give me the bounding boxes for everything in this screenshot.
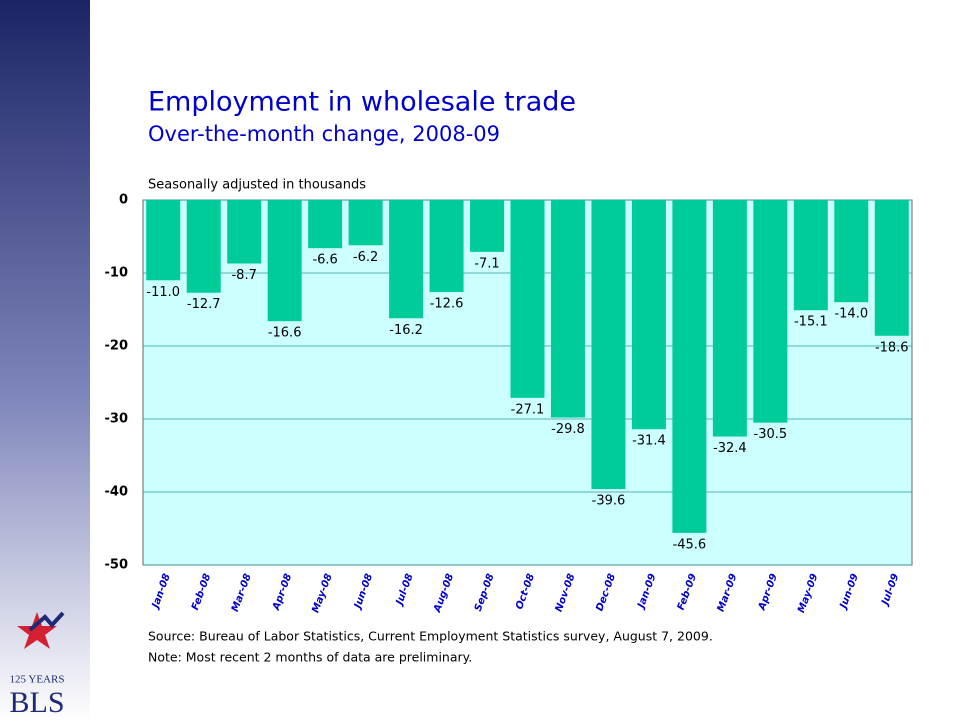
- value-label: -11.0: [146, 285, 180, 300]
- logo-years: 125 YEARS: [10, 674, 65, 686]
- bar: [227, 200, 262, 264]
- y-tick-label: -40: [105, 485, 129, 500]
- value-label: -45.6: [673, 537, 707, 552]
- bar: [389, 200, 424, 319]
- bar: [550, 200, 585, 418]
- value-label: -15.1: [794, 315, 828, 330]
- logo-name: BLS: [9, 686, 64, 719]
- y-tick-label: -20: [105, 339, 129, 354]
- chart-title: Employment in wholesale trade: [148, 87, 576, 118]
- value-label: -16.6: [268, 326, 302, 341]
- value-label: -30.5: [754, 427, 788, 442]
- bar: [146, 200, 181, 281]
- bar: [186, 200, 221, 293]
- y-tick-label: 0: [119, 193, 128, 208]
- logo: 125 YEARS BLS: [9, 611, 65, 719]
- value-label: -6.6: [312, 253, 337, 268]
- bar: [672, 200, 707, 533]
- value-label: -14.0: [834, 307, 868, 322]
- value-label: -29.8: [551, 422, 585, 437]
- note: Note: Most recent 2 months of data are p…: [148, 650, 472, 665]
- bar: [793, 200, 828, 311]
- value-label: -7.1: [474, 256, 499, 271]
- y-tick-label: -50: [105, 558, 129, 573]
- bar: [753, 200, 788, 423]
- bar: [470, 200, 505, 252]
- bar: [712, 200, 747, 437]
- bar: [348, 200, 383, 246]
- bar: [631, 200, 666, 430]
- value-label: -27.1: [511, 402, 545, 417]
- bar: [510, 200, 545, 398]
- value-label: -12.6: [430, 296, 464, 311]
- value-label: -8.7: [231, 268, 256, 283]
- bar: [429, 200, 464, 292]
- value-label: -32.4: [713, 441, 747, 456]
- bar: [591, 200, 626, 490]
- source: Source: Bureau of Labor Statistics, Curr…: [148, 629, 713, 644]
- value-label: -12.7: [187, 297, 221, 312]
- side-band: [0, 0, 90, 723]
- y-tick-label: -30: [105, 412, 129, 427]
- value-label: -6.2: [353, 250, 378, 265]
- value-label: -18.6: [875, 340, 909, 355]
- logo-arrow: [28, 611, 65, 632]
- value-label: -16.2: [389, 323, 423, 338]
- bar: [874, 200, 909, 336]
- y-axis-label: Seasonally adjusted in thousands: [148, 178, 366, 193]
- bar: [834, 200, 869, 303]
- value-label: -31.4: [632, 434, 666, 449]
- y-tick-label: -10: [105, 266, 129, 281]
- chart-subtitle: Over-the-month change, 2008-09: [148, 122, 500, 146]
- logo-star: [17, 612, 57, 649]
- value-label: -39.6: [592, 494, 626, 509]
- bar: [308, 200, 343, 249]
- bar: [267, 200, 302, 322]
